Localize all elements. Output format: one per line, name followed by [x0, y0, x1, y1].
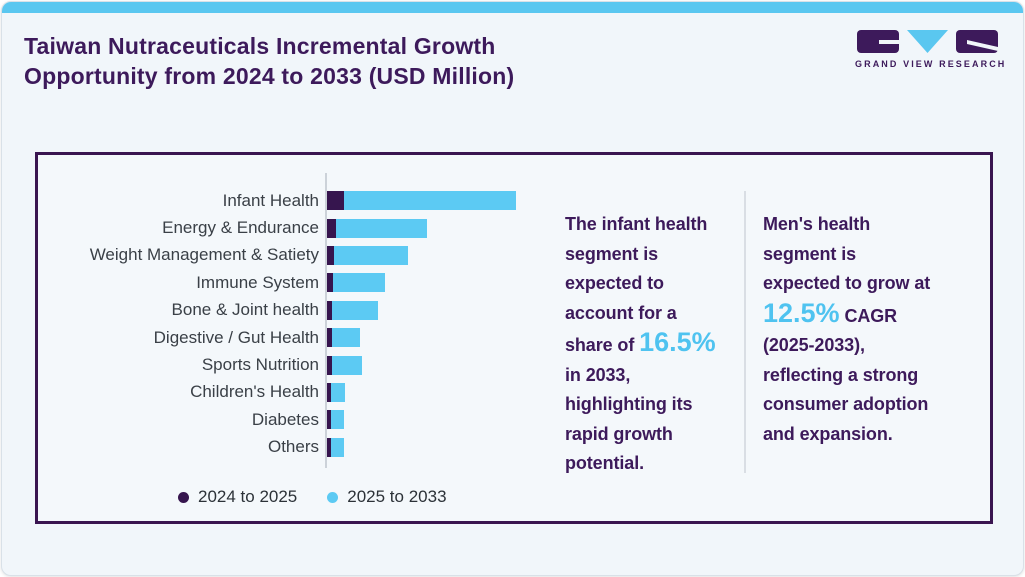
legend-label: 2024 to 2025: [198, 487, 298, 506]
bar-group: [327, 191, 516, 211]
bar-segment-2024-2025: [327, 410, 331, 430]
chart-row: Sports Nutrition: [38, 351, 516, 378]
category-label: Weight Management & Satiety: [89, 245, 319, 265]
category-label: Bone & Joint health: [171, 300, 319, 320]
bar-segment-2025-2033: [344, 191, 516, 211]
bar-segment-2024-2025: [327, 300, 332, 320]
top-accent-bar: [2, 2, 1023, 13]
chart-row: Immune System: [38, 269, 516, 296]
chart-row: Bone & Joint health: [38, 297, 516, 324]
page-title-line2: Opportunity from 2024 to 2033 (USD Milli…: [24, 63, 515, 89]
bar-segment-2025-2033: [336, 218, 427, 238]
annotation-text: in 2033, highlighting its rapid growth p…: [565, 364, 693, 474]
chart-row: Diabetes: [38, 406, 516, 433]
annotation-infant-health: The infant health segment is expected to…: [565, 210, 745, 479]
annotation-divider: [744, 191, 746, 473]
chart-row: Others: [38, 434, 516, 461]
gvr-logo: GRAND VIEW RESEARCH: [855, 29, 1007, 69]
bar-segment-2024-2025: [327, 245, 334, 265]
chart-row: Digestive / Gut Health: [38, 324, 516, 351]
bar-segment-2024-2025: [327, 355, 332, 375]
bar-segment-2025-2033: [331, 410, 344, 430]
bar-group: [327, 437, 344, 457]
bar-segment-2025-2033: [332, 355, 362, 375]
chart-row: Infant Health: [38, 187, 516, 214]
category-label: Infant Health: [222, 190, 319, 210]
chart-row: Energy & Endurance: [38, 214, 516, 241]
chart-panel: Infant Health Energy & Endurance Weight Ma…: [35, 152, 993, 524]
bar-segment-2025-2033: [332, 300, 378, 320]
annotation-highlight-value: 16.5%: [639, 327, 716, 357]
bar-segment-2024-2025: [327, 437, 331, 457]
annotation-highlight-value: 12.5%: [763, 297, 840, 328]
bar-segment-2025-2033: [333, 273, 385, 293]
bar-group: [327, 328, 360, 348]
bar-group: [327, 273, 385, 293]
bar-segment-2024-2025: [327, 218, 336, 238]
chart-baseline-axis: [325, 173, 327, 468]
category-label: Children's Health: [190, 382, 319, 402]
category-label: Others: [267, 437, 319, 457]
bar-group: [327, 245, 408, 265]
gvr-logo-icon: [857, 30, 998, 53]
legend-item-2025-2033: 2025 to 2033: [327, 487, 447, 507]
category-label: Sports Nutrition: [201, 355, 319, 375]
bar-segment-2024-2025: [327, 191, 344, 211]
bar-segment-2025-2033: [331, 382, 345, 402]
legend-dot-blue: [327, 491, 339, 503]
annotation-text: The infant health segment is expected to…: [565, 214, 708, 355]
bar-group: [327, 410, 344, 430]
gvr-logo-text: GRAND VIEW RESEARCH: [855, 59, 1007, 69]
bar-segment-2024-2025: [327, 273, 333, 293]
bar-group: [327, 300, 378, 320]
chart-row: Children's Health: [38, 379, 516, 406]
category-label: Immune System: [196, 272, 319, 292]
annotation-text: Men's health segment is expected to grow…: [763, 214, 931, 293]
bar-rows: Infant Health Energy & Endurance Weight Ma…: [38, 187, 516, 461]
legend-dot-purple: [178, 491, 189, 503]
bar-segment-2024-2025: [327, 328, 332, 348]
category-label: Diabetes: [251, 409, 319, 429]
bar-segment-2025-2033: [334, 245, 408, 265]
bar-group: [327, 355, 362, 375]
annotation-mens-health: Men's health segment is expected to grow…: [763, 210, 975, 449]
legend-item-2024-2025: 2024 to 2025: [178, 487, 297, 507]
bar-segment-2025-2033: [332, 328, 360, 348]
legend-label: 2025 to 2033: [347, 487, 447, 506]
chart-legend: 2024 to 2025 2025 to 2033: [178, 487, 447, 507]
bar-segment-2025-2033: [331, 437, 344, 457]
page-title: Taiwan Nutraceuticals Incremental Growth…: [24, 31, 514, 91]
page-title-line1: Taiwan Nutraceuticals Incremental Growth: [24, 33, 496, 59]
bar-group: [327, 218, 427, 238]
category-label: Energy & Endurance: [162, 218, 319, 238]
annotation-text: CAGR (2025-2033), reflecting a strong co…: [763, 305, 929, 444]
chart-row: Weight Management & Satiety: [38, 242, 516, 269]
category-label: Digestive / Gut Health: [153, 327, 319, 347]
bar-group: [327, 382, 345, 402]
bar-segment-2024-2025: [327, 382, 331, 402]
